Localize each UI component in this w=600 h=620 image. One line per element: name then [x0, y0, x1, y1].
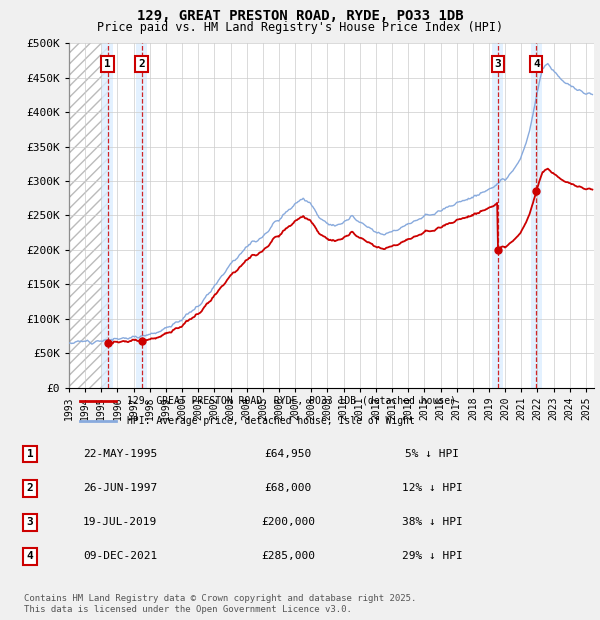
Text: 2: 2 — [138, 59, 145, 69]
Bar — [530, 43, 542, 388]
Text: 26-JUN-1997: 26-JUN-1997 — [83, 483, 157, 494]
Text: 19-JUL-2019: 19-JUL-2019 — [83, 517, 157, 528]
Text: Contains HM Land Registry data © Crown copyright and database right 2025.
This d: Contains HM Land Registry data © Crown c… — [24, 595, 416, 614]
Text: 4: 4 — [26, 551, 34, 562]
Text: £68,000: £68,000 — [265, 483, 311, 494]
Text: £285,000: £285,000 — [261, 551, 315, 562]
Text: 38% ↓ HPI: 38% ↓ HPI — [401, 517, 463, 528]
Text: HPI: Average price, detached house, Isle of Wight: HPI: Average price, detached house, Isle… — [127, 416, 415, 426]
Bar — [136, 43, 147, 388]
Text: 1: 1 — [26, 449, 34, 459]
Text: 09-DEC-2021: 09-DEC-2021 — [83, 551, 157, 562]
Text: 3: 3 — [26, 517, 34, 528]
Text: 2: 2 — [26, 483, 34, 494]
Bar — [69, 43, 107, 388]
Bar — [492, 43, 503, 388]
Text: 29% ↓ HPI: 29% ↓ HPI — [401, 551, 463, 562]
Text: £64,950: £64,950 — [265, 449, 311, 459]
Text: 4: 4 — [533, 59, 540, 69]
Bar — [102, 43, 113, 388]
Text: 3: 3 — [494, 59, 501, 69]
Text: 5% ↓ HPI: 5% ↓ HPI — [405, 449, 459, 459]
Text: Price paid vs. HM Land Registry's House Price Index (HPI): Price paid vs. HM Land Registry's House … — [97, 21, 503, 34]
Text: £200,000: £200,000 — [261, 517, 315, 528]
Text: 22-MAY-1995: 22-MAY-1995 — [83, 449, 157, 459]
Text: 129, GREAT PRESTON ROAD, RYDE, PO33 1DB (detached house): 129, GREAT PRESTON ROAD, RYDE, PO33 1DB … — [127, 396, 456, 405]
Text: 12% ↓ HPI: 12% ↓ HPI — [401, 483, 463, 494]
Text: 1: 1 — [104, 59, 111, 69]
Text: 129, GREAT PRESTON ROAD, RYDE, PO33 1DB: 129, GREAT PRESTON ROAD, RYDE, PO33 1DB — [137, 9, 463, 24]
